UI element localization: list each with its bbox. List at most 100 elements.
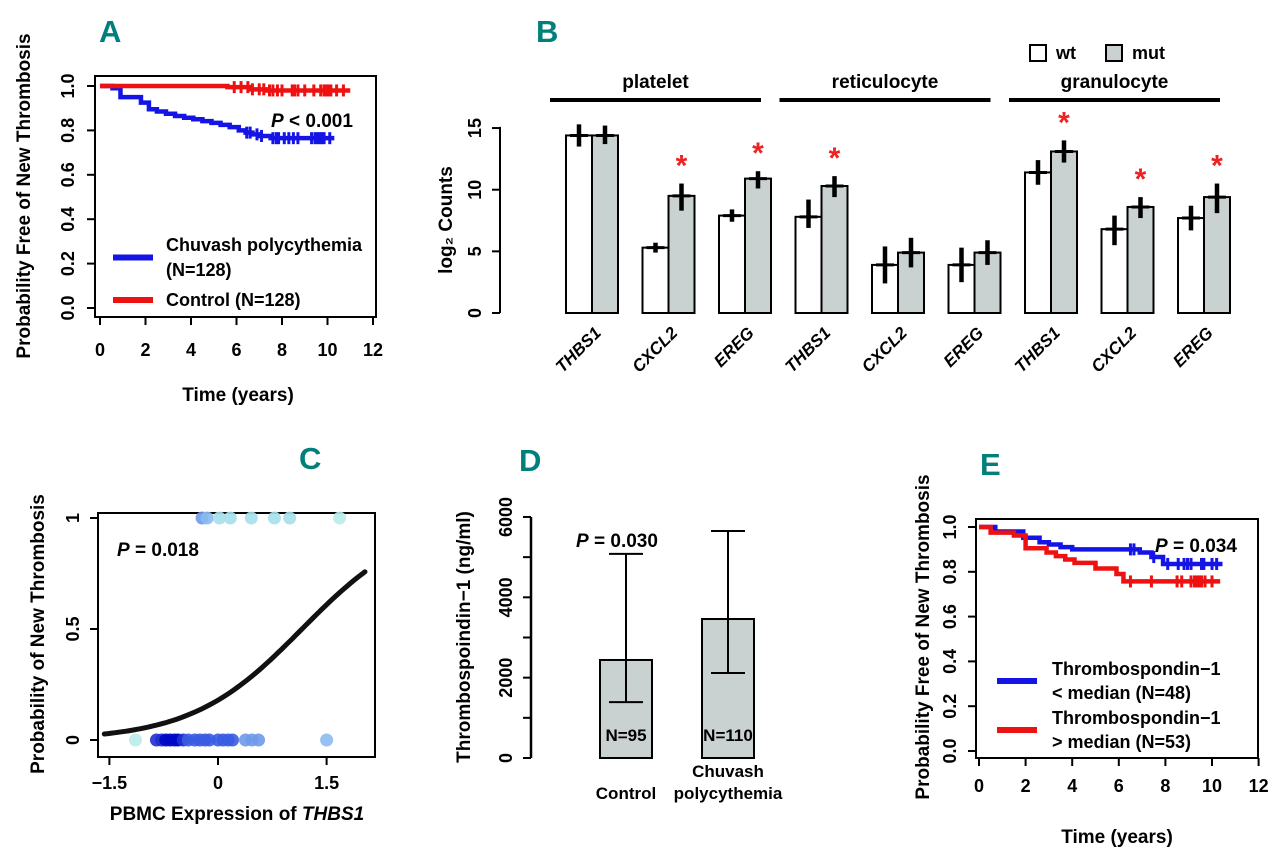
bar-mut-reticulocyte-THBS1 [820, 185, 849, 315]
x-tick-label-a: 12 [363, 340, 383, 360]
legend-text-e-0: Thrombospondin−1 [1052, 659, 1221, 679]
y-axis-label-a: Probability Free of New Thrombosis [14, 33, 35, 358]
y-tick-label-d: 0 [496, 753, 516, 763]
x-tick-label-a: 2 [140, 340, 150, 360]
n-label-1: N=110 [703, 726, 753, 745]
y-tick-label-e: 1.0 [940, 514, 960, 539]
x-axis-label-e: Time (years) [1061, 827, 1173, 848]
y-axis-label-c: Probability of New Thrombosis [28, 494, 49, 774]
data-point-thrombosis [223, 511, 237, 525]
sig-star: * [1058, 106, 1070, 139]
y-tick-label-e: 0.0 [940, 738, 960, 763]
category-label-0: Control [596, 784, 656, 803]
legend-label-wt: wt [1055, 43, 1076, 63]
data-point-no-thrombosis [320, 733, 334, 747]
x-tick-label-e: 0 [974, 776, 984, 796]
sig-star: * [829, 142, 841, 175]
panel-letter-c: C [299, 441, 322, 476]
y-axis-label-e: Probability Free of New Thrombosis [913, 474, 934, 799]
x-axis-label-c: PBMC Expression of THBS1 [110, 804, 364, 825]
y-tick-label-b: 15 [465, 118, 485, 138]
sig-star: * [1211, 150, 1223, 183]
y-tick-label-c: 0 [63, 735, 83, 745]
group-label-granulocyte: granulocyte [1061, 72, 1169, 93]
logistic-curve [101, 569, 368, 737]
y-tick-label-d: 6000 [496, 497, 516, 537]
data-point-no-thrombosis [252, 733, 266, 747]
plot-box-e [975, 518, 1259, 759]
plot-box-c [97, 512, 376, 758]
x-tick-label-a: 8 [277, 340, 287, 360]
y-tick-label-e: 0.4 [940, 649, 960, 674]
gene-label-THBS1: THBS1 [552, 323, 605, 376]
p-value-e: P = 0.034 [1155, 536, 1237, 557]
y-tick-label-c: 0.5 [63, 616, 83, 641]
panel-letter-d: D [519, 443, 542, 478]
data-point-no-thrombosis [225, 733, 239, 747]
group-label-platelet: platelet [622, 72, 689, 93]
bar-wt-platelet-THBS1 [565, 134, 593, 314]
bar-mut-granulocyte-EREG [1203, 196, 1231, 315]
y-tick-label-e: 0.8 [940, 559, 960, 584]
y-tick-label-a: 0.0 [58, 295, 78, 320]
y-tick-label-b: 0 [465, 308, 485, 318]
bar-mut-platelet-THBS1 [591, 134, 619, 314]
y-tick-label-a: 0.6 [58, 162, 78, 187]
sig-star: * [1135, 163, 1147, 196]
sig-star: * [676, 150, 688, 183]
bar-mut-granulocyte-THBS1 [1050, 150, 1078, 314]
x-tick-label-e: 6 [1114, 776, 1124, 796]
bar-wt-granulocyte-THBS1 [1024, 171, 1052, 314]
bar-mut-granulocyte-CXCL2 [1126, 205, 1155, 315]
gene-label-THBS1: THBS1 [1011, 323, 1064, 376]
y-tick-label-c: 1 [63, 513, 83, 523]
y-axis-label-d: Thrombospoindin−1 (ng/ml) [454, 511, 475, 763]
gene-label-THBS1: THBS1 [781, 323, 834, 376]
y-tick-label-a: 1.0 [58, 73, 78, 98]
data-point-thrombosis [283, 511, 297, 525]
y-tick-label-a: 0.4 [58, 207, 78, 232]
panel-letter-b: B [536, 14, 559, 49]
gene-label-CXCL2: CXCL2 [858, 323, 911, 376]
bar-wt-platelet-EREG [718, 214, 746, 314]
y-tick-label-a: 0.8 [58, 118, 78, 143]
gene-label-EREG: EREG [710, 323, 758, 371]
legend-swatch-mut [1105, 44, 1123, 62]
km-curve-a-1 [100, 83, 351, 93]
y-tick-label-e: 0.2 [940, 694, 960, 719]
x-tick-label-a: 10 [317, 340, 337, 360]
data-point-no-thrombosis [128, 733, 142, 747]
panel-letter-a: A [99, 14, 122, 49]
km-curve-e-0 [979, 524, 1223, 567]
x-tick-label-e: 2 [1021, 776, 1031, 796]
x-tick-label-e: 4 [1067, 776, 1077, 796]
y-tick-label-b: 10 [465, 180, 485, 200]
legend-text-e-1: > median (N=53) [1052, 732, 1191, 752]
legend-text-e-0: < median (N=48) [1052, 683, 1191, 703]
p-value-a: P < 0.001 [271, 111, 353, 132]
legend-text-a-0: Chuvash polycythemia [166, 235, 363, 255]
gene-label-CXCL2: CXCL2 [628, 323, 681, 376]
panel-letter-e: E [980, 447, 1001, 482]
group-label-reticulocyte: reticulocyte [832, 72, 939, 93]
x-tick-label-a: 4 [186, 340, 196, 360]
legend-label-mut: mut [1132, 43, 1165, 63]
x-tick-label-a: 6 [231, 340, 241, 360]
p-value-c: P = 0.018 [117, 540, 199, 561]
bar-wt-granulocyte-EREG [1177, 217, 1205, 315]
y-tick-label-e: 0.6 [940, 604, 960, 629]
data-point-thrombosis [267, 511, 281, 525]
sig-star: * [752, 137, 764, 170]
data-point-thrombosis [244, 511, 258, 525]
x-tick-label-e: 12 [1249, 776, 1269, 796]
km-curve-e-1 [979, 524, 1221, 584]
category-label-1: polycythemia [674, 784, 783, 803]
x-tick-label-c: −1.5 [92, 773, 128, 793]
bar-mut-platelet-CXCL2 [667, 194, 696, 315]
y-tick-label-d: 4000 [496, 577, 516, 617]
data-point-thrombosis [200, 511, 214, 525]
legend-text-a-0: (N=128) [166, 260, 232, 280]
p-value-d: P = 0.030 [576, 531, 658, 552]
y-tick-label-a: 0.2 [58, 251, 78, 276]
